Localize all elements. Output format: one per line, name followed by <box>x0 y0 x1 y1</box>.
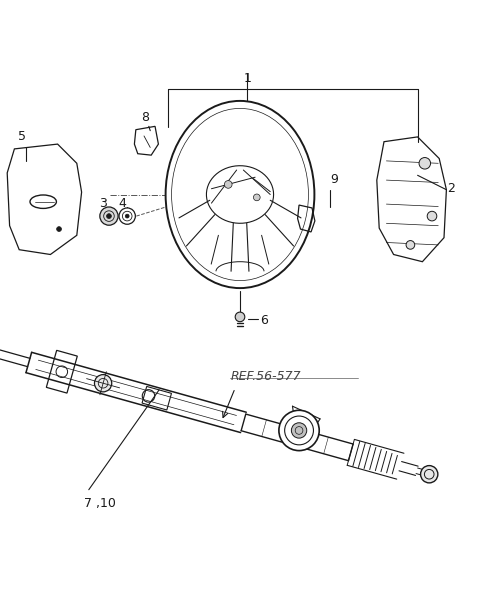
Circle shape <box>125 214 129 218</box>
Circle shape <box>291 423 307 438</box>
Text: 6: 6 <box>260 314 268 327</box>
Text: 5: 5 <box>18 130 25 143</box>
Circle shape <box>419 157 431 169</box>
Text: REF.56-577: REF.56-577 <box>230 370 301 383</box>
Circle shape <box>279 410 319 451</box>
Text: 3: 3 <box>99 197 107 211</box>
Circle shape <box>235 312 245 322</box>
Circle shape <box>224 180 232 188</box>
Circle shape <box>427 211 437 221</box>
Circle shape <box>100 207 118 225</box>
Circle shape <box>420 466 438 483</box>
Text: 1: 1 <box>243 72 251 85</box>
Text: 4: 4 <box>118 197 126 211</box>
Circle shape <box>95 374 112 392</box>
Circle shape <box>253 194 260 201</box>
Ellipse shape <box>166 101 314 288</box>
Text: 2: 2 <box>447 182 455 195</box>
Text: 8: 8 <box>142 111 149 124</box>
Circle shape <box>119 208 135 224</box>
Circle shape <box>406 241 415 249</box>
Circle shape <box>107 214 111 218</box>
Circle shape <box>57 227 61 232</box>
Text: 9: 9 <box>330 174 338 186</box>
Text: 7 ,10: 7 ,10 <box>84 497 116 510</box>
